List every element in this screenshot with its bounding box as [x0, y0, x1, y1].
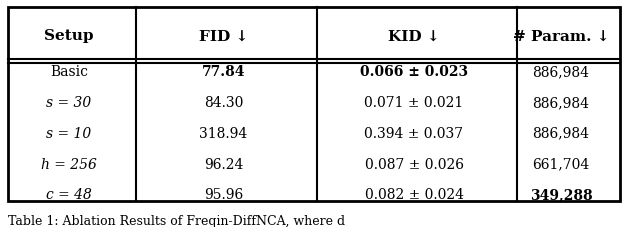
Text: 0.087 ± 0.026: 0.087 ± 0.026	[364, 157, 463, 171]
Text: s = 30: s = 30	[46, 96, 92, 109]
Text: 0.394 ± 0.037: 0.394 ± 0.037	[364, 126, 463, 140]
Text: # Param. ↓: # Param. ↓	[512, 29, 609, 43]
Text: 84.30: 84.30	[203, 96, 243, 109]
Text: Setup: Setup	[44, 29, 94, 43]
Text: 95.96: 95.96	[203, 188, 243, 201]
Text: 886,984: 886,984	[533, 65, 590, 79]
Text: KID ↓: KID ↓	[388, 29, 440, 43]
Text: 0.071 ± 0.021: 0.071 ± 0.021	[364, 96, 463, 109]
Text: Table 1: Ablation Results of Freqin-DiffNCA, where d: Table 1: Ablation Results of Freqin-Diff…	[8, 214, 345, 227]
Text: 886,984: 886,984	[533, 96, 590, 109]
Text: 77.84: 77.84	[202, 65, 245, 79]
Text: 0.066 ± 0.023: 0.066 ± 0.023	[360, 65, 468, 79]
Text: FID ↓: FID ↓	[198, 29, 248, 43]
Text: 886,984: 886,984	[533, 126, 590, 140]
Text: Basic: Basic	[50, 65, 88, 79]
Text: 349,288: 349,288	[529, 188, 592, 201]
Text: 96.24: 96.24	[203, 157, 243, 171]
Text: 661,704: 661,704	[533, 157, 590, 171]
Text: 0.082 ± 0.024: 0.082 ± 0.024	[364, 188, 463, 201]
Text: c = 48: c = 48	[46, 188, 92, 201]
Text: s = 10: s = 10	[46, 126, 92, 140]
Text: 318.94: 318.94	[199, 126, 247, 140]
Text: h = 256: h = 256	[41, 157, 97, 171]
